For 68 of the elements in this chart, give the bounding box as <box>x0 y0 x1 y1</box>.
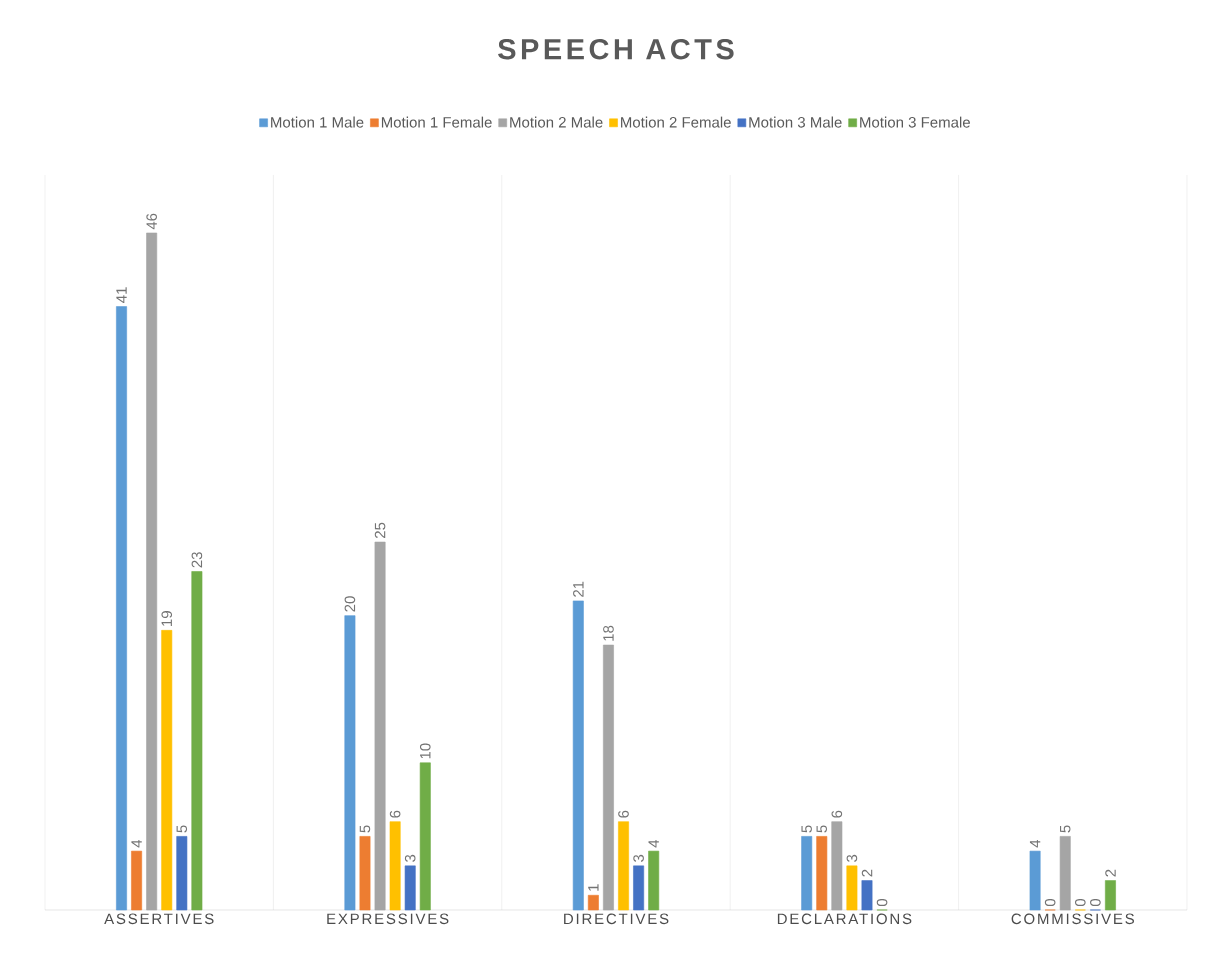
bar <box>389 821 401 911</box>
data-label: 20 <box>344 596 356 612</box>
legend-label: Motion 1 Male <box>271 116 364 128</box>
data-label: 10 <box>419 743 431 759</box>
data-label: 18 <box>603 625 614 641</box>
bar <box>419 762 431 911</box>
legend-label: Motion 3 Male <box>749 116 842 128</box>
legend-label: Motion 2 Female <box>621 116 731 128</box>
data-label: 5 <box>1060 825 1071 833</box>
data-label: 5 <box>359 825 371 833</box>
bar <box>344 615 356 911</box>
bar <box>161 630 173 911</box>
data-label: 23 <box>191 552 203 568</box>
legend-label: Motion 2 Male <box>510 116 603 128</box>
bar <box>861 880 873 911</box>
legend-label: Motion 1 Female <box>381 116 492 128</box>
x-tick-label: COMMISSIVES <box>1011 913 1135 925</box>
data-label: 3 <box>633 854 644 862</box>
bar <box>603 644 614 911</box>
data-label: 6 <box>831 810 843 818</box>
data-label: 6 <box>618 810 629 818</box>
data-label: 0 <box>1090 898 1101 907</box>
bar <box>1059 836 1071 911</box>
chart-title: SPEECH ACTS <box>498 38 734 60</box>
bar <box>374 541 386 911</box>
bar <box>831 821 843 911</box>
bar <box>116 306 127 911</box>
bar <box>801 836 813 911</box>
data-label: 5 <box>176 825 188 833</box>
data-label: 41 <box>116 287 127 303</box>
bar <box>587 894 599 911</box>
data-label: 1 <box>588 884 599 891</box>
bar <box>404 865 416 911</box>
bar <box>648 850 660 911</box>
data-label: 25 <box>374 522 386 538</box>
bar <box>131 850 143 911</box>
data-label: 2 <box>861 869 873 877</box>
data-label: 0 <box>1044 898 1056 907</box>
bar <box>359 836 371 911</box>
bar <box>146 232 158 911</box>
x-tick-label: EXPRESSIVES <box>327 913 449 925</box>
bar <box>816 836 828 911</box>
data-label: 3 <box>846 854 858 862</box>
bar <box>1105 880 1116 911</box>
data-label: 3 <box>404 854 416 862</box>
bar <box>572 600 584 911</box>
data-label: 5 <box>801 825 812 833</box>
bar <box>846 865 858 911</box>
data-label: 0 <box>1075 898 1086 907</box>
bar <box>1029 850 1041 911</box>
data-label: 46 <box>146 213 157 230</box>
x-tick-label: ASSERTIVES <box>104 913 214 925</box>
data-label: 21 <box>573 581 584 597</box>
bar <box>191 571 203 911</box>
data-label: 2 <box>1105 869 1116 877</box>
data-label: 5 <box>816 825 827 833</box>
x-tick-label: DIRECTIVES <box>564 913 669 925</box>
data-label: 0 <box>876 898 888 907</box>
data-label: 6 <box>389 810 401 818</box>
data-label: 4 <box>1029 839 1041 848</box>
bar <box>618 821 629 911</box>
bar <box>633 865 645 911</box>
bar <box>176 836 188 911</box>
data-label: 19 <box>161 611 173 626</box>
legend-label: Motion 3 Female <box>860 116 970 128</box>
x-tick-label: DECLARATIONS <box>777 913 912 925</box>
data-label: 4 <box>131 839 142 848</box>
data-label: 4 <box>648 839 659 848</box>
